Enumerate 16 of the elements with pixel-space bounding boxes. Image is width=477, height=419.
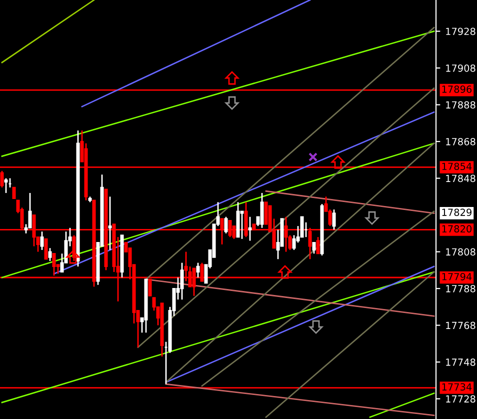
y-tick-label: 17788 [446, 285, 476, 292]
y-tick-label: 17888 [446, 101, 476, 109]
ref-line-label: 17794 [442, 272, 472, 280]
ref-line-label: 17896 [442, 86, 472, 93]
y-tick-label: 17728 [446, 395, 476, 403]
ref-line-label: 17854 [442, 162, 472, 170]
y-tick-label: 17908 [446, 64, 476, 72]
ref-line-label: 17734 [442, 383, 472, 391]
y-tick-label: 17768 [446, 322, 476, 330]
y-tick-label: 17808 [446, 248, 476, 256]
text: 17829 [442, 208, 472, 216]
y-tick-label: 17748 [446, 358, 476, 366]
y-tick-label: 17928 [446, 28, 476, 36]
ref-line-label: 17820 [442, 225, 472, 233]
y-tick-label: 17868 [446, 138, 476, 146]
y-tick-label: 17848 [446, 174, 476, 182]
